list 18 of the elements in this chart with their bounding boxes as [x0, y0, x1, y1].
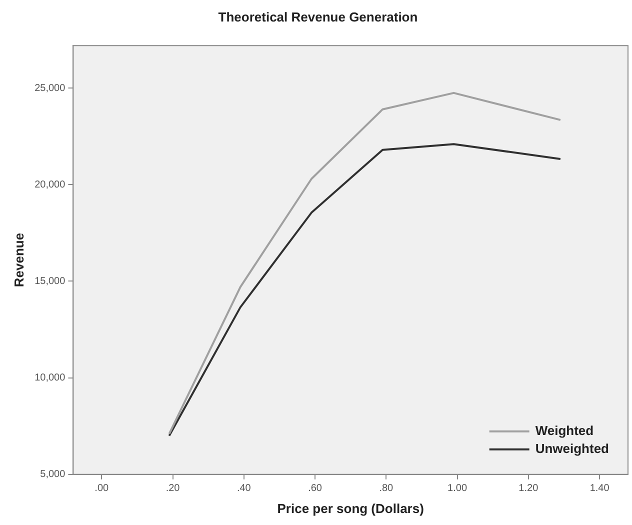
x-axis-title: Price per song (Dollars): [277, 500, 424, 516]
x-tick-label: 1.00: [448, 483, 468, 494]
y-tick-label: 25,000: [34, 82, 66, 94]
x-tick-label: 1.40: [590, 483, 610, 494]
y-tick-label: 5,000: [40, 469, 66, 480]
legend-label: Weighted: [535, 422, 594, 438]
x-tick-label: .40: [236, 483, 252, 494]
x-tick-label: .60: [308, 483, 322, 494]
chart-title: Theoretical Revenue Generation: [218, 9, 418, 24]
y-axis-title: Revenue: [11, 232, 26, 288]
y-tick-label: 10,000: [34, 372, 66, 384]
legend-label: Unweighted: [535, 440, 610, 456]
x-tick-label: .20: [166, 483, 180, 494]
x-tick-label: .80: [379, 483, 394, 494]
x-tick-label: .00: [94, 483, 110, 494]
y-tick-label: 20,000: [34, 179, 66, 190]
x-tick-label: 1.20: [518, 483, 539, 494]
y-tick-label: 15,000: [34, 276, 66, 287]
